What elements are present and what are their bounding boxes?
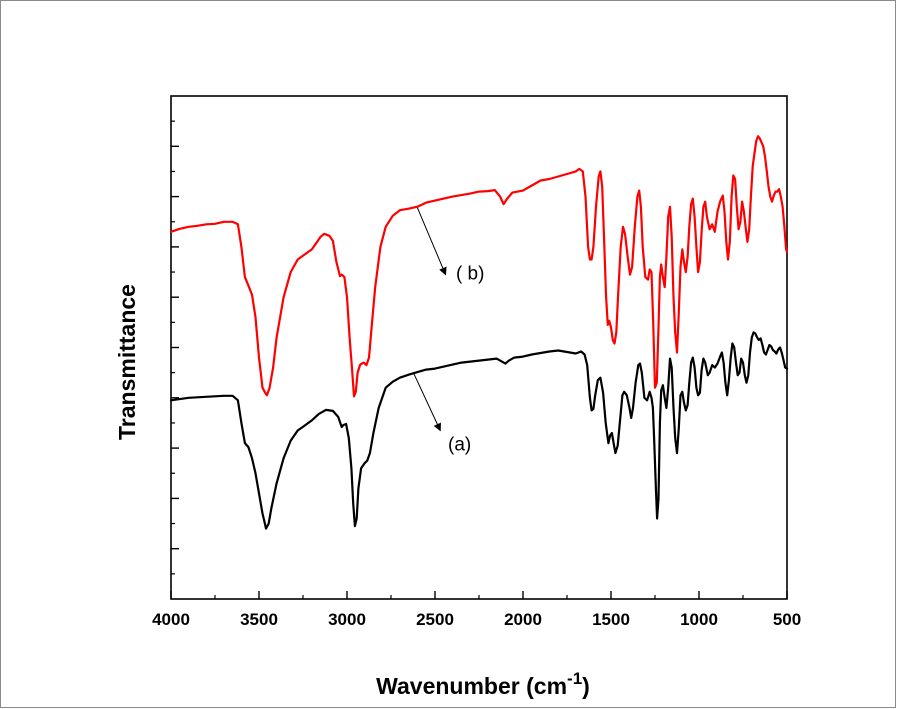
x-tick-label: 1500 — [592, 610, 630, 629]
x-axis-title-superscript: -1 — [567, 669, 582, 688]
annotation-label-a: (a) — [448, 435, 471, 456]
y-axis-title: Transmittance — [114, 284, 140, 440]
x-tick-label: 3000 — [328, 610, 366, 629]
x-tick-label: 3500 — [240, 610, 278, 629]
plot-frame — [170, 95, 788, 600]
x-tick-label: 2000 — [504, 610, 542, 629]
x-axis-ticks: 4000 3500 3000 2500 2000 1500 1000 500 — [152, 591, 801, 629]
series-line-a — [169, 331, 789, 530]
series-line-b — [169, 135, 789, 398]
x-tick-label: 2500 — [416, 610, 454, 629]
annotation-label-b: ( b) — [456, 264, 485, 285]
y-axis-ticks — [171, 120, 179, 575]
x-tick-label: 500 — [773, 610, 801, 629]
x-axis-title-main: Wavenumber (cm — [376, 673, 567, 699]
series-layer — [169, 135, 789, 530]
plot-area — [170, 95, 788, 600]
x-tick-label: 4000 — [152, 610, 190, 629]
x-axis-title-close: ) — [582, 673, 590, 699]
annotations-layer: (a) ( b) — [413, 207, 485, 456]
annotation-arrow-b — [416, 207, 447, 276]
x-axis-title: Wavenumber (cm-1) — [376, 669, 590, 699]
annotation-arrow-a — [413, 373, 441, 432]
x-tick-label: 1000 — [680, 610, 718, 629]
